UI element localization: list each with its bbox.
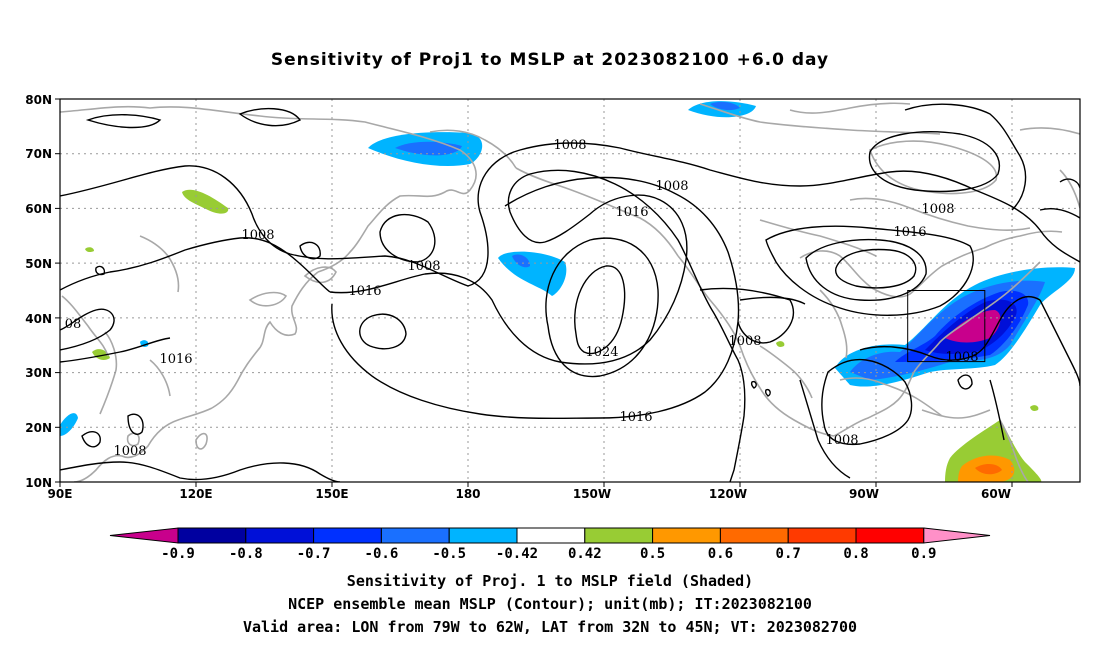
contour-label: 1016 xyxy=(893,225,926,240)
caption-line-1: Sensitivity of Proj. 1 to MSLP field (Sh… xyxy=(346,572,754,590)
lon-tick-label: 60W xyxy=(981,487,1011,501)
contour-label: 1016 xyxy=(619,410,652,425)
colorbar-max-triangle xyxy=(923,527,991,544)
colorbar-tick-label: 0.7 xyxy=(776,546,801,562)
contour-label: 1008 xyxy=(241,228,274,243)
lon-tick-label: 90E xyxy=(48,487,73,501)
plot-frame xyxy=(59,98,1081,483)
colorbar-segment xyxy=(584,527,654,544)
colorbar-segment xyxy=(245,527,315,544)
lon-axis: 90E 120E 150E 180 150W 120W 90W 60W xyxy=(48,482,1013,501)
lat-tick-label: 80N xyxy=(25,93,52,107)
contour-label: 1008 xyxy=(728,334,761,349)
colorbar-tick-label: -0.7 xyxy=(297,546,331,562)
lon-tick-label: 90W xyxy=(849,487,879,501)
colorbar-tick-label: 0.5 xyxy=(640,546,665,562)
lat-tick-label: 20N xyxy=(25,421,52,435)
colorbar-segment xyxy=(719,527,789,544)
contour-label: 1008 xyxy=(921,202,954,217)
colorbar-tick-label: -0.42 xyxy=(496,546,538,562)
contour-label: 08 xyxy=(65,317,82,332)
colorbar-tick-label: 0.6 xyxy=(708,546,733,562)
contour-label: 1024 xyxy=(585,345,618,360)
lon-tick-label: 120W xyxy=(709,487,747,501)
colorbar: -0.9 -0.8 -0.7 -0.6 -0.5 -0.42 0.42 0.5 0.6 0.7 0.… xyxy=(109,527,991,562)
colorbar-tick-label: 0.42 xyxy=(568,546,602,562)
lon-tick-label: 150W xyxy=(573,487,611,501)
lat-tick-label: 50N xyxy=(25,257,52,271)
colorbar-segment xyxy=(313,527,382,544)
lat-tick-label: 30N xyxy=(25,366,52,380)
contour-label: 1008 xyxy=(113,444,146,459)
contour-label: 1008 xyxy=(825,433,858,448)
lon-tick-label: 150E xyxy=(315,487,348,501)
caption-line-3: Valid area: LON from 79W to 62W, LAT fro… xyxy=(242,618,858,636)
colorbar-segment xyxy=(380,527,450,544)
lon-tick-label: 120E xyxy=(179,487,212,501)
colorbar-segment xyxy=(652,527,721,544)
colorbar-tick-label: -0.5 xyxy=(432,546,466,562)
mslp-contours xyxy=(60,103,1080,482)
lat-tick-label: 70N xyxy=(25,147,52,161)
contour-label: 1008 xyxy=(407,259,440,274)
contour-label: 1008 xyxy=(553,138,586,153)
colorbar-tick-label: -0.9 xyxy=(161,546,195,562)
lat-tick-label: 60N xyxy=(25,202,52,216)
lon-tick-label: 180 xyxy=(455,487,480,501)
contour-labels: 1008 1008 1016 1008 1016 1008 1016 1008 … xyxy=(65,138,979,459)
contour-label: 1008 xyxy=(945,350,978,365)
colorbar-tick-label: 0.9 xyxy=(911,546,936,562)
colorbar-segment xyxy=(448,527,518,544)
colorbar-tick-label: -0.6 xyxy=(365,546,399,562)
contour-label: 1008 xyxy=(655,179,688,194)
contour-label: 1016 xyxy=(159,352,192,367)
colorbar-tick-label: 0.8 xyxy=(843,546,868,562)
colorbar-segment xyxy=(855,527,925,544)
map-title: Sensitivity of Proj1 to MSLP at 20230821… xyxy=(270,50,830,70)
contour-label: 1016 xyxy=(615,205,648,220)
contour-label: 1016 xyxy=(348,284,381,299)
caption-line-2: NCEP ensemble mean MSLP (Contour); unit(… xyxy=(288,595,812,613)
colorbar-segment xyxy=(177,527,247,544)
lat-axis: 80N 70N 60N 50N 40N 30N 20N 10N xyxy=(25,93,60,490)
colorbar-min-triangle xyxy=(109,527,179,544)
colorbar-tick-label: -0.8 xyxy=(229,546,263,562)
valid-area-box xyxy=(907,290,986,363)
lat-tick-label: 40N xyxy=(25,312,52,326)
colorbar-segment xyxy=(787,527,857,544)
colorbar-segment xyxy=(516,527,586,544)
lat-tick-label: 10N xyxy=(25,476,52,490)
